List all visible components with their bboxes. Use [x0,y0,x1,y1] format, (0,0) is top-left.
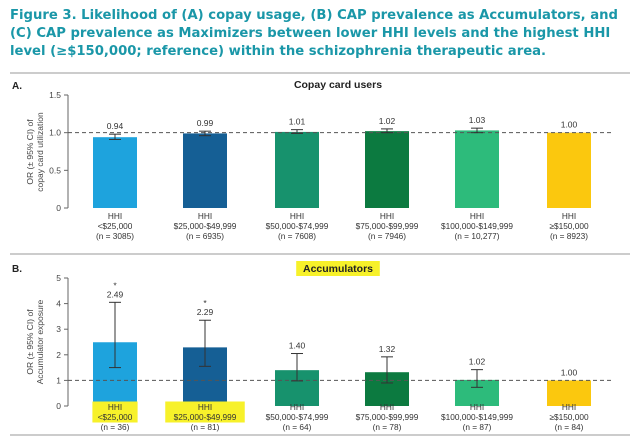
category-label: $75,000-$99,999 [356,412,419,422]
category-label: $25,000-$49,999 [174,221,237,231]
y-tick-label: 0 [56,203,61,213]
figure-title: Figure 3. Likelihood of (A) copay usage,… [10,8,618,59]
category-label: HHI [290,211,304,221]
category-label: $50,000-$74,999 [266,412,329,422]
category-label: $25,000-$49,999 [174,412,237,422]
category-highlight [165,401,245,423]
y-tick-label: 0 [56,401,61,411]
category-label: HHI [470,402,484,412]
category-label: HHI [198,211,212,221]
category-n-label: (n = 7946) [368,231,406,241]
value-label: 1.02 [469,357,486,367]
y-tick-label: 2 [56,350,61,360]
category-label: HHI [108,211,122,221]
y-tick-label: 1.0 [49,128,61,138]
category-label: <$25,000 [98,221,133,231]
y-axis-label: OR (± 95% CI) ofAccumulator exposure [25,299,45,384]
category-label: $50,000-$74,999 [266,221,329,231]
value-label: 2.49 [107,289,124,299]
category-n-label: (n = 87) [463,422,492,432]
category-n-label: (n = 8923) [550,231,588,241]
bar [455,130,499,208]
y-tick-label: 5 [56,273,61,283]
value-label: 1.00 [561,367,578,377]
value-label: 1.00 [561,120,578,130]
bar [275,131,319,208]
category-n-label: (n = 78) [373,422,402,432]
y-tick-label: 0.5 [49,165,61,175]
value-label: 1.02 [379,116,396,126]
y-axis-label: OR (± 95% CI) ofcopay card utilization [25,112,45,192]
panel-label: B. [12,264,22,275]
category-n-label: (n = 7608) [278,231,316,241]
y-tick-label: 4 [56,299,61,309]
category-label: HHI [380,402,394,412]
category-label: $100,000-$149,999 [441,221,513,231]
category-label: $75,000-$99,999 [356,221,419,231]
category-n-label: (n = 3085) [96,231,134,241]
value-label: 2.29 [197,307,214,317]
bar [183,133,227,208]
value-label: 1.03 [469,115,486,125]
panel-b: B. Accumulators OR (± 95% CI) ofAccumulato… [12,261,612,432]
category-n-label: (n = 64) [283,422,312,432]
panel-title: Accumulators [303,263,373,275]
bar [547,132,591,208]
significance-marker: * [113,280,117,290]
panel-title: Copay card users [294,79,382,91]
category-label: HHI [562,402,576,412]
category-highlight [92,401,138,423]
value-label: 0.94 [107,121,124,131]
category-n-label: (n = 6935) [186,231,224,241]
bar [93,137,137,208]
panel-title-highlight [296,261,380,276]
category-label: HHI [198,402,212,412]
panel-a: A. Copay card users OR (± 95% CI) ofcopay … [12,79,612,241]
value-label: 1.01 [289,117,306,127]
category-label: $100,000-$149,999 [441,412,513,422]
value-label: 0.99 [197,118,214,128]
category-label: HHI [108,402,122,412]
category-n-label: (n = 10,277) [455,231,500,241]
y-tick-label: 3 [56,324,61,334]
value-label: 1.32 [379,344,396,354]
bar [365,131,409,208]
category-n-label: (n = 81) [191,422,220,432]
category-n-label: (n = 36) [101,422,130,432]
category-label: HHI [290,402,304,412]
category-label: HHI [562,211,576,221]
category-label: ≥$150,000 [549,221,589,231]
significance-marker: * [203,298,207,308]
category-label: HHI [470,211,484,221]
category-n-label: (n = 84) [555,422,584,432]
y-tick-label: 1 [56,375,61,385]
y-tick-label: 1.5 [49,90,61,100]
category-label: HHI [380,211,394,221]
category-label: <$25,000 [98,412,133,422]
bar [547,380,591,406]
panel-label: A. [12,81,22,92]
value-label: 1.40 [289,341,306,351]
category-label: ≥$150,000 [549,412,589,422]
